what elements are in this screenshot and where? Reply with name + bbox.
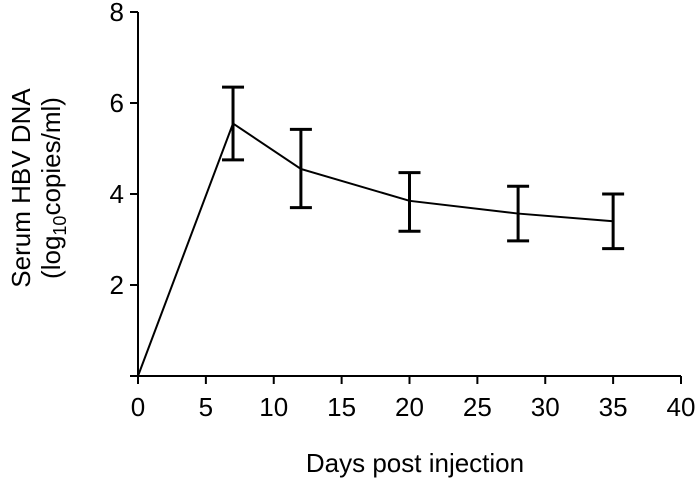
series-line xyxy=(137,121,614,377)
data-series xyxy=(137,85,625,377)
x-tick-label: 30 xyxy=(531,392,560,422)
x-tick-label: 40 xyxy=(667,392,696,422)
x-tick-label: 10 xyxy=(259,392,288,422)
axis-titles: Days post injection Serum HBV DNA (log10… xyxy=(6,88,524,478)
x-tick-label: 15 xyxy=(327,392,356,422)
x-tick-label: 20 xyxy=(395,392,424,422)
y-axis-title-subscript: 10 xyxy=(50,216,70,236)
y-axis-title-line2: (log10copies/ml) xyxy=(36,97,70,279)
x-tick-label: 5 xyxy=(199,392,213,422)
x-tick-label: 25 xyxy=(463,392,492,422)
y-axis-title-line1: Serum HBV DNA xyxy=(6,88,36,288)
y-tick-label: 4 xyxy=(110,179,124,209)
error-bar xyxy=(602,192,625,251)
x-tick-label: 0 xyxy=(131,392,145,422)
axes: 0 5 10 15 20 25 30 35 40 2 4 6 8 xyxy=(110,0,696,422)
x-axis-title: Days post injection xyxy=(306,448,524,478)
y-tick-label: 6 xyxy=(110,88,124,118)
y-axis-title-prefix: (log xyxy=(36,236,66,279)
error-bar xyxy=(289,127,312,210)
x-tick-label: 35 xyxy=(599,392,628,422)
y-tick-label: 8 xyxy=(110,0,124,27)
error-bar xyxy=(222,85,245,162)
y-tick-label: 2 xyxy=(110,270,124,300)
y-axis-title-suffix: copies/ml) xyxy=(36,97,66,215)
error-bar xyxy=(507,184,530,243)
error-bar xyxy=(398,171,421,233)
